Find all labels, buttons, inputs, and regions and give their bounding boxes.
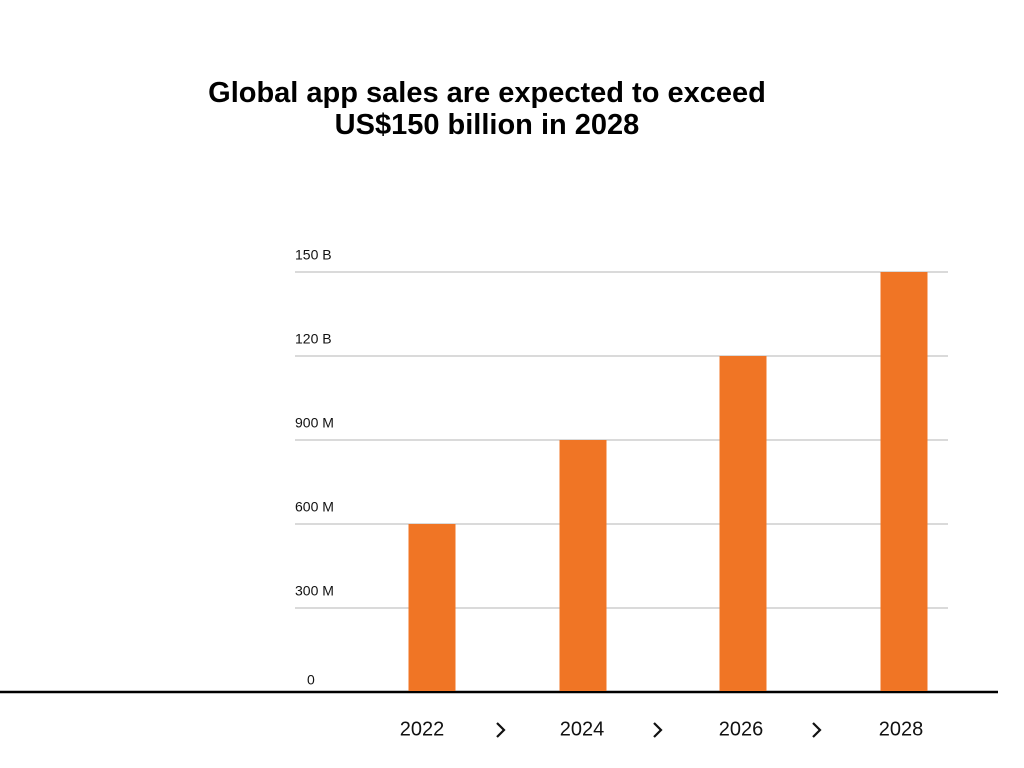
chevron xyxy=(496,722,506,738)
bar xyxy=(719,356,767,691)
y-tick-label: 300 M xyxy=(295,583,334,599)
y-tick-label: 900 M xyxy=(295,415,334,431)
chevrons xyxy=(496,722,822,738)
y-tick-label: 120 B xyxy=(295,331,332,347)
y-tick-label: 150 B xyxy=(295,247,332,263)
bar xyxy=(559,440,607,691)
chart-title: Global app sales are expected to exceed … xyxy=(208,77,766,141)
x-tick-label: 2024 xyxy=(560,718,605,740)
x-tick-label: 2028 xyxy=(879,718,924,740)
y-tick-label: 600 M xyxy=(295,499,334,515)
x-tick-label: 2022 xyxy=(400,718,445,740)
chevron xyxy=(653,722,663,738)
bar xyxy=(408,524,456,691)
bar xyxy=(880,272,928,691)
x-tick-label: 2026 xyxy=(719,718,764,740)
chevron xyxy=(812,722,822,738)
y-tick-label: 0 xyxy=(307,672,315,688)
